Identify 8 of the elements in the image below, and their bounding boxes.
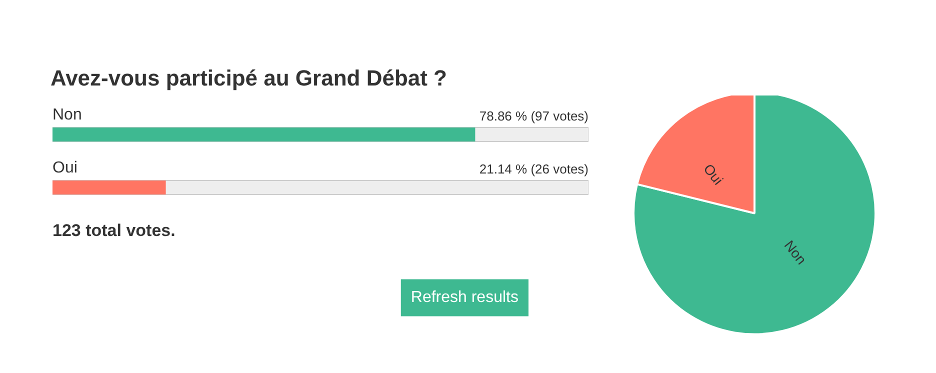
- text: Refresh results: [410, 289, 518, 306]
- text: 123 total votes.: [52, 220, 176, 240]
- slice-label: Oui: [700, 160, 726, 188]
- data-label: 21.14 % (26 votes): [479, 161, 589, 176]
- chart-title: Avez-vous participé au Grand Débat ?: [50, 66, 447, 90]
- data-label: 78.86 % (97 votes): [479, 108, 589, 124]
- category-label: Oui: [52, 159, 78, 176]
- category-label: Non: [52, 106, 82, 124]
